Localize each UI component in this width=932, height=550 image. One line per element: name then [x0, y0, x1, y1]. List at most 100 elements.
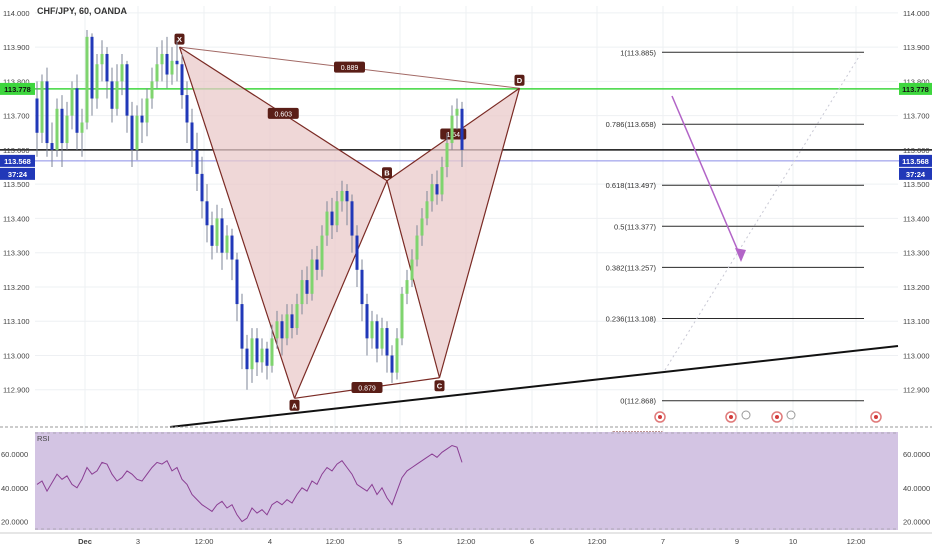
pattern-point-box: [514, 74, 525, 86]
price-tick-right: 113.000: [903, 351, 930, 360]
price-tag-box: [0, 82, 35, 95]
candle-body: [450, 115, 454, 144]
candle-body: [80, 122, 84, 133]
event-dot-icon: [874, 415, 878, 419]
candle-body: [350, 201, 354, 236]
event-icon: [786, 410, 796, 420]
candle-body: [440, 167, 444, 195]
ratio-box: [267, 107, 299, 119]
candle-body: [405, 280, 409, 294]
candle-body: [365, 304, 369, 339]
trend-lines[interactable]: [169, 54, 899, 428]
price-tick-left: 113.800: [3, 77, 30, 86]
price-tick-right: 113.400: [903, 214, 930, 223]
price-tag: 113.568: [4, 157, 31, 166]
pattern-point-c: C: [437, 382, 443, 391]
candle-body: [370, 321, 374, 339]
rsi-panel: RSI 20.0000 20.0000 40.0000 40.0000 60.0000 60…: [0, 426, 932, 530]
candle-body: [270, 338, 274, 366]
time-tick: Dec: [78, 537, 92, 546]
rsi-tick-right: 20.0000: [903, 518, 930, 527]
candle-body: [345, 191, 349, 202]
pattern-point-a: A: [292, 401, 298, 410]
candle-body: [155, 64, 159, 82]
pattern-point-x: X: [177, 35, 182, 44]
candle-body: [410, 259, 414, 281]
candle-body: [185, 95, 189, 123]
candle-body: [290, 314, 294, 329]
event-dot-icon: [729, 415, 733, 419]
price-tag: 37:24: [8, 170, 28, 179]
candle-body: [100, 53, 104, 65]
candle-body: [200, 173, 204, 202]
price-tag: 113.778: [902, 85, 929, 94]
pattern-xab-fill: [179, 47, 387, 399]
candle-body: [375, 321, 379, 349]
rsi-tick-right: 40.0000: [903, 484, 930, 493]
price-tick-left: 113.900: [3, 43, 30, 52]
pattern-leg-cd: [438, 88, 521, 378]
candle-body: [35, 98, 39, 133]
pattern-point-box: [382, 167, 392, 179]
fib-label: 0.618(113.497): [606, 181, 657, 190]
arrow-head-icon: [735, 248, 746, 262]
candle-body: [90, 36, 94, 99]
candle-body: [60, 108, 64, 144]
candle-body: [180, 64, 184, 96]
candle-body: [245, 348, 249, 370]
candle-body: [45, 81, 49, 144]
support-trendline: [169, 345, 899, 428]
candle-body: [275, 321, 279, 339]
time-tick: 9: [735, 537, 739, 546]
rsi-band: [35, 432, 898, 530]
price-tag-box: [0, 167, 35, 180]
candle-body: [260, 348, 264, 363]
candle-body: [460, 108, 464, 150]
candle-body: [110, 81, 114, 109]
candle-body: [115, 81, 119, 109]
time-tick: 12:00: [195, 537, 214, 546]
event-dot-icon: [658, 415, 662, 419]
candle-body: [55, 108, 59, 150]
time-tick: 5: [398, 537, 402, 546]
candle-body: [285, 314, 289, 339]
candle-body: [160, 53, 164, 65]
candle-body: [320, 235, 324, 270]
projection-line: [664, 54, 861, 371]
pattern-leg-ab: [293, 180, 388, 399]
price-tick-left: 113.700: [3, 112, 30, 121]
candle-body: [395, 338, 399, 373]
candle-body: [330, 211, 334, 226]
ratio-label: 0.879: [358, 386, 376, 393]
ratio-box: [334, 61, 365, 73]
time-tick: 12:00: [847, 537, 866, 546]
price-tick-right: 113.200: [903, 283, 930, 292]
price-tick-right: 113.500: [903, 180, 930, 189]
candle-body: [295, 304, 299, 329]
candle-body: [130, 115, 134, 150]
candle-body: [190, 122, 194, 150]
candle-body: [280, 321, 284, 339]
price-tick-right: 113.800: [903, 77, 930, 86]
fib-label: 0.236(113.108): [606, 314, 657, 323]
candle-body: [355, 235, 359, 270]
price-tag: 37:24: [906, 170, 926, 179]
time-axis[interactable]: Dec 3 12:00 4 12:00 5 12:00 6 12:00 7 9 10 12:00: [0, 532, 932, 546]
candle-body: [95, 64, 99, 99]
price-tag-box: [899, 154, 932, 167]
candle-body: [215, 218, 219, 246]
price-axis[interactable]: 112.900 112.900 113.000 113.000 113.100 113.1…: [0, 9, 932, 395]
price-tick-right: 114.000: [903, 9, 930, 18]
candle-body: [385, 328, 389, 356]
candle-body: [325, 211, 329, 236]
rsi-tick-left: 40.0000: [1, 484, 28, 493]
time-tick: 6: [530, 537, 534, 546]
candle-body: [125, 64, 129, 116]
candle-body: [425, 201, 429, 219]
fib-retracement[interactable]: 1(113.885) 0.786(113.658) 0.618(113.497) 0.…: [606, 48, 864, 406]
candle-body: [390, 355, 394, 373]
price-tag: 113.778: [4, 85, 31, 94]
candle-body: [195, 149, 199, 174]
